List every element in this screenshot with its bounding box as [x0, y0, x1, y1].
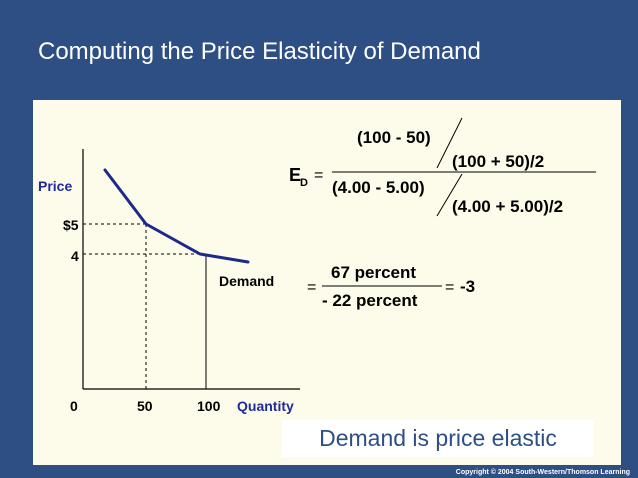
bottom-denominator: (4.00 + 5.00)/2: [452, 197, 563, 216]
elasticity-symbol: E: [289, 165, 301, 185]
result-equals: =: [445, 279, 454, 296]
formula-equals: =: [314, 167, 323, 184]
slide-title: Computing the Price Elasticity of Demand: [38, 38, 481, 65]
bottom-slash: [436, 173, 463, 217]
demand-curve: [103, 168, 250, 264]
y-tick-4: 4: [71, 248, 79, 264]
top-denominator: (100 + 50)/2: [452, 152, 544, 171]
y-axis-label: Price: [38, 178, 72, 194]
top-slash: [436, 117, 463, 169]
x-tick-100: 100: [197, 398, 221, 414]
elasticity-result: -3: [460, 277, 475, 296]
x-axis-label: Quantity: [237, 398, 294, 414]
content-panel: [33, 100, 621, 465]
demand-curve-label: Demand: [219, 273, 274, 289]
percent-denominator: - 22 percent: [322, 291, 418, 310]
percent-equals: =: [307, 279, 316, 296]
origin-label: 0: [70, 398, 78, 414]
x-tick-50: 50: [137, 398, 153, 414]
top-numerator: (100 - 50): [357, 128, 431, 147]
percent-numerator: 67 percent: [331, 263, 416, 282]
conclusion-box: Demand is price elastic: [282, 420, 594, 457]
bottom-numerator: (4.00 - 5.00): [332, 178, 425, 197]
elasticity-subscript: D: [300, 177, 308, 189]
y-tick-5: $5: [63, 217, 79, 233]
conclusion-text: Demand is price elastic: [319, 425, 557, 451]
copyright-notice: Copyright © 2004 South-Western/Thomson L…: [455, 469, 630, 476]
